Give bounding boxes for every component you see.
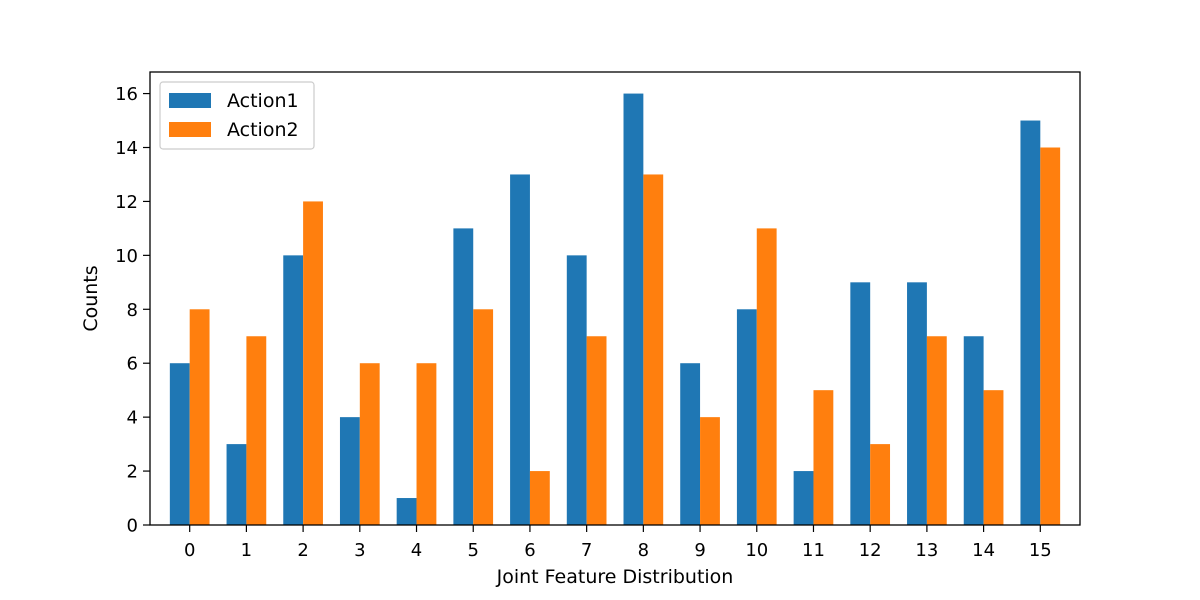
x-tick-label: 7 (581, 540, 592, 561)
legend-label-action1: Action1 (227, 90, 299, 112)
bar-action1-11 (793, 471, 814, 525)
bar-action1-1 (226, 444, 247, 525)
bar-action1-2 (283, 255, 304, 525)
y-tick-label: 8 (127, 300, 138, 321)
y-tick-label: 10 (115, 246, 138, 267)
legend: Action1 Action2 (159, 81, 315, 150)
bar-action1-15 (1020, 120, 1041, 526)
x-tick-label: 6 (524, 540, 535, 561)
bar-action1-4 (396, 498, 417, 525)
y-tick-label: 0 (127, 516, 138, 537)
bar-action2-8 (643, 174, 664, 525)
y-tick-label: 6 (127, 354, 138, 375)
bar-action1-9 (680, 363, 701, 525)
bar-action1-5 (453, 228, 474, 525)
x-tick-label: 3 (354, 540, 365, 561)
legend-swatch-action2 (169, 122, 211, 137)
bar-action2-10 (756, 228, 777, 525)
bar-action2-13 (926, 336, 947, 525)
y-tick-label: 2 (127, 462, 138, 483)
legend-label-action2: Action2 (227, 119, 299, 141)
bar-action2-11 (813, 390, 834, 525)
bar-action2-12 (870, 444, 891, 525)
bar-action1-10 (736, 309, 757, 525)
plot-frame (149, 71, 1081, 526)
bar-action1-12 (850, 282, 871, 525)
x-tick-label: 10 (745, 540, 768, 561)
x-tick-label: 8 (638, 540, 649, 561)
y-axis-label: Counts (80, 265, 102, 331)
x-tick-label: 15 (1029, 540, 1052, 561)
bar-action2-2 (303, 201, 323, 525)
bar-action2-0 (189, 309, 210, 525)
bar-action2-9 (700, 417, 720, 525)
bar-action1-8 (623, 93, 644, 526)
bar-action2-15 (1040, 147, 1061, 525)
legend-swatch-action1 (169, 93, 211, 108)
bar-action1-7 (566, 255, 587, 525)
bar-action2-3 (359, 363, 380, 525)
x-tick-label: 2 (297, 540, 308, 561)
x-tick-label: 9 (694, 540, 705, 561)
bar-action2-6 (529, 471, 550, 525)
x-tick-label: 14 (972, 540, 995, 561)
bar-action2-14 (983, 390, 1004, 525)
bar-action1-0 (169, 363, 190, 525)
x-tick-label: 11 (802, 540, 825, 561)
x-axis-label: Joint Feature Distribution (496, 566, 734, 588)
bar-action1-13 (907, 282, 927, 525)
x-tick-label: 13 (915, 540, 938, 561)
bar-action2-5 (473, 309, 494, 525)
y-tick-label: 12 (115, 192, 138, 213)
bar-action1-6 (510, 174, 530, 525)
x-tick-label: 1 (241, 540, 252, 561)
bar-action1-14 (963, 336, 984, 525)
x-tick-label: 4 (411, 540, 422, 561)
x-axis: 0 1 2 3 4 5 6 7 8 9 10 11 12 13 14 15 (184, 525, 1052, 561)
x-tick-label: 0 (184, 540, 195, 561)
y-tick-label: 16 (115, 84, 138, 105)
bar-action2-4 (416, 363, 437, 525)
bar-action1-3 (339, 417, 360, 525)
bar-action2-7 (586, 336, 607, 525)
bars-group (169, 93, 1061, 526)
bar-action2-1 (246, 336, 267, 525)
y-tick-label: 4 (127, 408, 138, 429)
x-tick-label: 12 (859, 540, 882, 561)
y-axis: 0 2 4 6 8 10 12 14 16 (115, 84, 150, 537)
y-tick-label: 14 (115, 138, 138, 159)
x-tick-label: 5 (468, 540, 479, 561)
